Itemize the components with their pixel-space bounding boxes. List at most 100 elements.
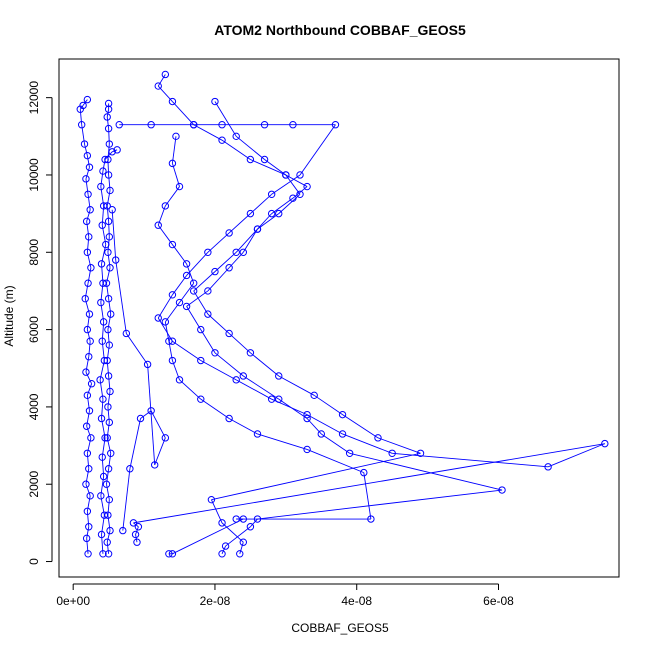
y-tick-label: 4000 <box>27 393 41 420</box>
series-line-segment <box>108 174 111 191</box>
data-point <box>161 434 170 442</box>
series-line-segment <box>257 489 503 520</box>
series-line-segment <box>107 314 112 330</box>
series-line-segment <box>84 283 89 299</box>
series-line-segment <box>107 329 110 346</box>
data-point <box>79 101 87 110</box>
data-point <box>310 391 318 400</box>
series-line-segment <box>135 526 139 535</box>
data-point <box>147 407 155 415</box>
data-point <box>303 445 311 454</box>
y-tick-label: 8000 <box>27 239 41 266</box>
series-line-segment <box>342 433 393 454</box>
data-point <box>98 221 106 229</box>
data-point <box>239 248 248 256</box>
data-point <box>211 349 219 357</box>
data-point <box>85 233 93 241</box>
series-line-segment <box>214 352 244 377</box>
data-point <box>83 449 92 457</box>
data-point <box>82 368 90 376</box>
data-point <box>87 264 95 272</box>
series-line-segment <box>157 294 173 319</box>
series-line-segment <box>349 452 503 491</box>
series-line-segment <box>243 375 279 400</box>
series-line-segment <box>88 341 91 357</box>
series-line-segment <box>211 452 421 501</box>
data-point <box>104 372 113 380</box>
data-point <box>498 486 506 494</box>
data-point <box>77 121 86 129</box>
data-point <box>225 264 233 272</box>
series-line-segment <box>172 244 187 265</box>
series-line-segment <box>250 193 272 214</box>
data-point <box>165 550 173 558</box>
data-point <box>104 217 113 226</box>
data-point <box>303 414 311 423</box>
series-line-segment <box>164 186 180 207</box>
data-point <box>115 121 123 129</box>
series-line-segment <box>107 159 110 175</box>
data-point <box>197 356 205 365</box>
data-point <box>119 526 127 535</box>
data-point <box>104 248 112 256</box>
data-point <box>182 271 191 280</box>
series-line-segment <box>547 443 605 468</box>
data-point <box>102 240 110 249</box>
series-line-segment <box>186 306 202 330</box>
data-point <box>97 530 106 539</box>
data-point <box>267 190 276 198</box>
data-point <box>106 186 114 195</box>
series-line-segment <box>186 251 209 276</box>
series-line-segment <box>228 333 251 354</box>
data-point <box>106 387 114 396</box>
series-line-segment <box>214 251 237 272</box>
data-point <box>189 121 198 129</box>
data-point <box>102 480 111 488</box>
series-line-segment <box>79 109 83 125</box>
data-point <box>189 279 198 287</box>
data-point <box>175 298 184 307</box>
data-point <box>100 356 109 365</box>
data-point <box>168 97 177 106</box>
series-line-segment <box>193 290 209 315</box>
data-point <box>104 403 112 411</box>
series-line-segment <box>104 151 113 160</box>
series-line-segment <box>86 209 91 222</box>
series-line-segment <box>299 124 336 176</box>
series-line-segment <box>271 197 294 214</box>
series-line-segment <box>210 499 223 524</box>
data-point <box>232 132 240 141</box>
y-tick-label: 2000 <box>27 471 41 498</box>
data-point <box>104 124 113 133</box>
data-point <box>232 248 240 256</box>
series-line-segment <box>84 298 90 315</box>
series-line-segment <box>85 371 93 384</box>
data-point <box>102 279 111 287</box>
series-line-segment <box>257 433 308 450</box>
series-line-segment <box>250 518 258 528</box>
series-line-segment <box>86 526 90 539</box>
data-point <box>133 538 141 546</box>
series-line-segment <box>221 545 226 554</box>
data-point <box>168 356 177 365</box>
data-point <box>131 530 140 539</box>
data-point <box>197 395 205 403</box>
series-line-segment <box>86 410 90 427</box>
data-point <box>85 163 94 171</box>
data-point <box>161 318 170 326</box>
x-tick-label: 0e+00 <box>56 594 90 608</box>
series-line-segment <box>377 437 421 454</box>
data-point <box>99 395 107 403</box>
series-line-segment <box>228 213 251 234</box>
series-line-segment <box>157 317 173 342</box>
data-point <box>122 329 131 338</box>
series-line-segment <box>150 410 166 439</box>
series-line-segment <box>200 360 237 381</box>
data-point <box>100 511 109 519</box>
data-point <box>112 256 120 264</box>
data-point <box>303 410 311 419</box>
data-point <box>143 360 152 369</box>
series-1 <box>76 95 96 558</box>
